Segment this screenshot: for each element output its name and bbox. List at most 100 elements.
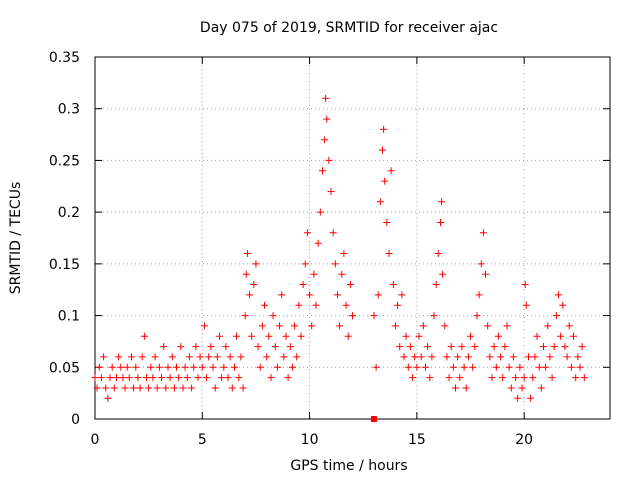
- data-point: [344, 332, 352, 340]
- x-tick-label: 15: [408, 432, 426, 448]
- data-point: [447, 343, 455, 351]
- data-point: [243, 250, 251, 257]
- data-point: [194, 374, 202, 382]
- data-point: [280, 353, 288, 361]
- data-point: [155, 363, 163, 371]
- data-point: [557, 332, 565, 340]
- data-point: [119, 374, 127, 382]
- data-point: [93, 384, 101, 392]
- data-point: [216, 332, 223, 340]
- data-point: [265, 332, 273, 340]
- data-point: [509, 353, 517, 361]
- data-point: [514, 394, 522, 402]
- data-point: [269, 312, 277, 320]
- data-point: [123, 363, 131, 371]
- data-point: [181, 363, 189, 371]
- data-point: [567, 363, 575, 371]
- data-point: [540, 343, 547, 351]
- data-point: [209, 363, 217, 371]
- data-point: [349, 312, 356, 320]
- data-point: [303, 229, 311, 237]
- data-point: [164, 363, 172, 371]
- data-point: [218, 374, 226, 382]
- data-point: [563, 353, 571, 361]
- data-point: [291, 322, 299, 330]
- data-point: [460, 363, 468, 371]
- data-point: [383, 219, 391, 226]
- data-point: [389, 281, 397, 288]
- data-point: [521, 281, 529, 288]
- data-point: [273, 363, 281, 371]
- data-point: [411, 353, 419, 361]
- data-point: [565, 322, 573, 330]
- data-point: [379, 146, 386, 154]
- data-point: [376, 198, 384, 206]
- data-point: [486, 353, 494, 361]
- data-point: [406, 343, 414, 351]
- data-point: [372, 363, 380, 371]
- data-point: [499, 374, 507, 382]
- y-tick-label: 0.35: [49, 50, 80, 66]
- data-point: [231, 363, 238, 371]
- data-point: [121, 384, 129, 392]
- data-point: [516, 363, 524, 371]
- data-point: [494, 332, 502, 340]
- data-point: [205, 353, 213, 361]
- data-point: [473, 312, 481, 320]
- data-point: [456, 374, 464, 382]
- data-point: [310, 270, 318, 278]
- special-marker-layer: [370, 416, 377, 422]
- x-tick-label: 20: [515, 432, 533, 448]
- y-tick-label: 0.2: [58, 205, 80, 221]
- data-point: [385, 250, 393, 257]
- data-point: [224, 374, 232, 382]
- data-point: [404, 363, 412, 371]
- axis-ticks: 0 0.05 0.1 0.15 0.2 0.25 0.3 0.35 0 5 10 15 20: [49, 50, 610, 448]
- data-point: [237, 353, 245, 361]
- data-point: [162, 384, 170, 392]
- data-point: [572, 374, 580, 382]
- data-point: [497, 353, 505, 361]
- data-point: [482, 270, 489, 278]
- data-point: [578, 343, 586, 351]
- data-point: [297, 332, 305, 340]
- data-point: [445, 374, 453, 382]
- data-point: [334, 291, 341, 299]
- data-point: [301, 260, 309, 268]
- data-point: [522, 301, 530, 309]
- data-point: [140, 332, 148, 340]
- data-point: [396, 343, 404, 351]
- data-point: [338, 270, 346, 278]
- data-point: [323, 115, 331, 123]
- data-point: [394, 301, 402, 309]
- data-point: [170, 384, 178, 392]
- data-point: [537, 384, 545, 392]
- data-point: [501, 343, 509, 351]
- data-point: [492, 363, 500, 371]
- data-point: [544, 322, 552, 330]
- x-tick-label: 5: [198, 432, 207, 448]
- data-point: [286, 343, 294, 351]
- data-point: [306, 291, 314, 299]
- data-point: [342, 301, 350, 309]
- data-point: [138, 353, 146, 361]
- data-point: [158, 374, 165, 382]
- data-point: [267, 374, 275, 382]
- data-point: [308, 322, 316, 330]
- data-point: [160, 343, 168, 351]
- data-point: [132, 363, 140, 371]
- y-tick-label: 0.05: [49, 360, 80, 376]
- data-point: [117, 363, 125, 371]
- data-point: [207, 343, 215, 351]
- data-point: [95, 363, 103, 371]
- data-point: [398, 291, 406, 299]
- chart-title: Day 075 of 2019, SRMTID for receiver aja…: [200, 20, 498, 36]
- data-point: [428, 353, 436, 361]
- data-point: [246, 291, 253, 299]
- data-point: [462, 384, 470, 392]
- data-point: [533, 332, 541, 340]
- x-tick-label: 10: [301, 432, 319, 448]
- data-point: [252, 260, 260, 268]
- data-point: [479, 229, 487, 237]
